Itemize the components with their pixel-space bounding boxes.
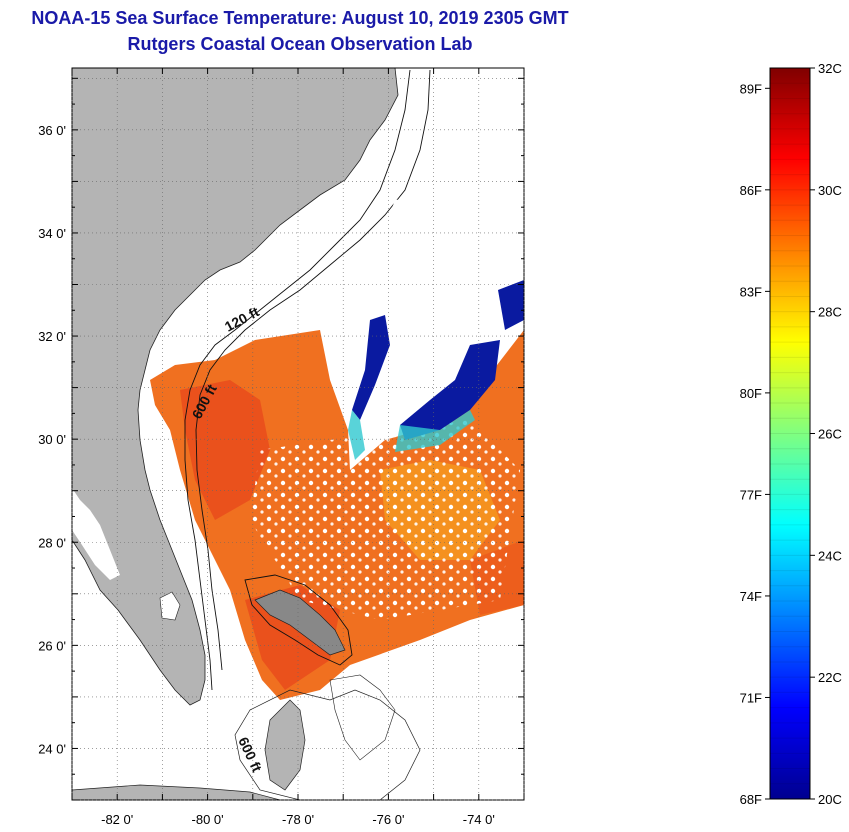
bahamas-bank — [234, 689, 421, 800]
colorbar-f-label: 74F — [740, 589, 762, 604]
contour-600ft — [195, 69, 431, 671]
bahamas-grand-bahama — [254, 589, 346, 656]
sst-cyan-edge — [395, 410, 475, 452]
lon-tick-label: -82 0' — [101, 812, 133, 827]
lon-tick-label: -78 0' — [282, 812, 314, 827]
lon-axis: -82 0' -80 0' -78 0' -76 0' -74 0' — [101, 812, 495, 827]
sst-hot-patch — [180, 380, 270, 520]
sst-cyan-edge-2 — [348, 410, 365, 460]
colorbar-fahrenheit-axis: 89F 86F 83F 80F 77F 74F 71F 68F — [740, 81, 770, 807]
lat-tick-label: 36 0' — [38, 123, 66, 138]
colorbar-c-label: 22C — [818, 670, 842, 685]
lat-axis: 36 0' 34 0' 32 0' 30 0' 28 0' 26 0' 24 0' — [38, 123, 66, 757]
lat-tick-label: 30 0' — [38, 432, 66, 447]
lat-tick-label: 28 0' — [38, 535, 66, 550]
colorbar-c-label: 30C — [818, 183, 842, 198]
cloud-patch-carolina — [380, 195, 480, 345]
colorbar-f-label: 77F — [740, 487, 762, 502]
map-graticule — [71, 68, 525, 801]
lat-tick-label: 32 0' — [38, 329, 66, 344]
contour-bahamas — [244, 574, 353, 666]
contour-120ft — [184, 69, 411, 691]
sst-cold-band-1 — [352, 315, 390, 420]
colorbar-f-label: 68F — [740, 792, 762, 807]
colorbar-c-label: 26C — [818, 427, 842, 442]
lon-tick-label: -80 0' — [192, 812, 224, 827]
florida-west-coast — [72, 488, 120, 580]
lake-okeechobee — [159, 591, 181, 621]
lat-tick-label: 26 0' — [38, 638, 66, 653]
colorbar-f-label: 80F — [740, 386, 762, 401]
bahamas-andros — [264, 699, 306, 791]
lon-tick-label: -74 0' — [463, 812, 495, 827]
colorbar-f-label: 89F — [740, 81, 762, 96]
colorbar-c-label: 28C — [818, 305, 842, 320]
colorbar-celsius-axis: 32C 30C 28C 26C 24C 22C 20C — [810, 61, 842, 807]
chart-subtitle: Rutgers Coastal Ocean Observation Lab — [127, 34, 473, 54]
lon-tick-label: -76 0' — [372, 812, 404, 827]
colorbar-f-label: 86F — [740, 183, 762, 198]
cloud-speckle — [250, 420, 520, 620]
sst-cold-strip-east — [498, 280, 524, 330]
colorbar-f-label: 71F — [740, 690, 762, 705]
colorbar-gradient — [769, 67, 811, 800]
sst-cold-band-2 — [400, 340, 500, 440]
land-southeast-us — [72, 68, 399, 706]
colorbar-c-label: 24C — [818, 548, 842, 563]
lat-tick-label: 24 0' — [38, 741, 66, 756]
chart-title: NOAA-15 Sea Surface Temperature: August … — [31, 8, 569, 28]
cuba-coast — [72, 784, 281, 800]
bahamas-bank-inner — [329, 674, 396, 761]
lat-tick-label: 34 0' — [38, 226, 66, 241]
colorbar-steps — [770, 82, 810, 785]
colorbar-c-label: 20C — [818, 792, 842, 807]
colorbar-f-label: 83F — [740, 284, 762, 299]
colorbar-c-label: 32C — [818, 61, 842, 76]
